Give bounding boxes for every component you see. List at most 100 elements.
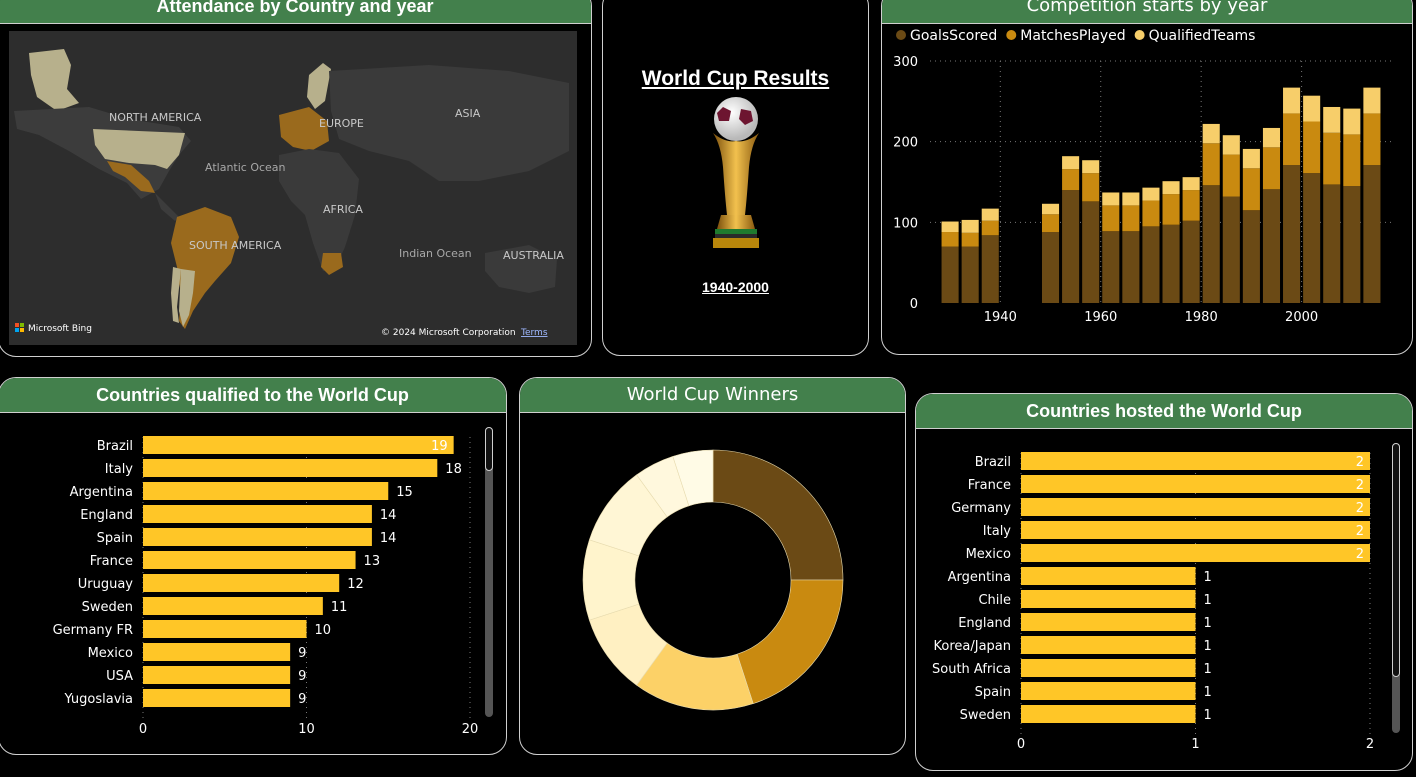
bar-Germany FR[interactable] (143, 620, 307, 638)
bar-GoalsScored-1990[interactable] (1242, 210, 1260, 303)
donut-slice-7[interactable] (672, 449, 714, 507)
bar-GoalsScored-2002[interactable] (1303, 173, 1321, 303)
bar-GoalsScored-1934[interactable] (961, 246, 979, 303)
bar-Spain[interactable] (143, 528, 372, 546)
bar-GoalsScored-1962[interactable] (1102, 231, 1120, 303)
bar-Brazil[interactable] (1021, 452, 1370, 470)
bar-GoalsScored-2006[interactable] (1323, 184, 1341, 303)
bar-MatchesPlayed-1958[interactable] (1082, 173, 1100, 202)
bar-Italy[interactable] (143, 459, 438, 477)
hosted-scroll-thumb[interactable] (1392, 443, 1400, 677)
legend-marker-2[interactable] (1134, 30, 1145, 40)
donut-slice-0[interactable] (712, 449, 844, 581)
map-scandinavia[interactable] (307, 63, 331, 109)
qualified-scroll-thumb[interactable] (485, 427, 493, 471)
bar-QualifiedTeams-1974[interactable] (1162, 181, 1180, 195)
bar-QualifiedTeams-2010[interactable] (1343, 108, 1361, 135)
bar-MatchesPlayed-1990[interactable] (1242, 168, 1260, 211)
bar-QualifiedTeams-1934[interactable] (961, 219, 979, 233)
map-terms-link[interactable]: Terms (520, 328, 548, 338)
bar-GoalsScored-1966[interactable] (1122, 231, 1140, 303)
bar-QualifiedTeams-1938[interactable] (981, 208, 999, 221)
bar-Argentina[interactable] (143, 482, 389, 500)
map-chile[interactable] (171, 267, 181, 323)
bar-MatchesPlayed-1934[interactable] (961, 232, 979, 247)
bar-GoalsScored-2010[interactable] (1343, 186, 1361, 303)
bar-Sweden[interactable] (143, 597, 323, 615)
bar-QualifiedTeams-1958[interactable] (1082, 160, 1100, 174)
bar-Spain[interactable] (1021, 682, 1196, 700)
world-map[interactable]: NORTH AMERICA EUROPE ASIA Atlantic Ocean… (9, 31, 577, 345)
bar-MatchesPlayed-1994[interactable] (1262, 147, 1281, 190)
bar-QualifiedTeams-1998[interactable] (1283, 87, 1301, 114)
bar-GoalsScored-1950[interactable] (1041, 232, 1060, 303)
bar-MatchesPlayed-1970[interactable] (1142, 200, 1160, 227)
map-europe-west[interactable] (279, 107, 329, 151)
legend-marker-1[interactable] (1006, 30, 1017, 40)
bar-MatchesPlayed-2002[interactable] (1303, 121, 1321, 174)
bar-GoalsScored-1998[interactable] (1283, 165, 1301, 303)
bar-MatchesPlayed-2010[interactable] (1343, 134, 1361, 187)
bar-Mexico[interactable] (143, 643, 291, 661)
bar-Uruguay[interactable] (143, 574, 340, 592)
bar-GoalsScored-1938[interactable] (981, 235, 999, 303)
bar-GoalsScored-1958[interactable] (1082, 201, 1100, 303)
legend-label-1[interactable]: MatchesPlayed (1020, 28, 1125, 44)
bar-QualifiedTeams-1978[interactable] (1182, 177, 1200, 191)
bar-QualifiedTeams-2006[interactable] (1323, 106, 1341, 133)
bar-GoalsScored-1982[interactable] (1202, 185, 1220, 303)
map-south-africa[interactable] (321, 253, 343, 275)
bar-MatchesPlayed-1978[interactable] (1182, 190, 1200, 221)
bar-GoalsScored-1986[interactable] (1222, 196, 1240, 303)
bar-QualifiedTeams-1966[interactable] (1122, 192, 1140, 206)
bar-QualifiedTeams-2014[interactable] (1363, 87, 1381, 114)
bar-QualifiedTeams-2002[interactable] (1303, 95, 1321, 122)
bar-Chile[interactable] (1021, 590, 1196, 608)
bar-France[interactable] (143, 551, 356, 569)
bar-MatchesPlayed-1974[interactable] (1162, 194, 1180, 225)
bar-QualifiedTeams-1982[interactable] (1202, 123, 1220, 144)
bar-France[interactable] (1021, 475, 1370, 493)
bar-QualifiedTeams-1990[interactable] (1242, 148, 1260, 169)
bar-GoalsScored-2014[interactable] (1363, 165, 1381, 303)
bar-GoalsScored-1978[interactable] (1182, 220, 1200, 303)
bar-USA[interactable] (143, 666, 291, 684)
bar-QualifiedTeams-1994[interactable] (1262, 127, 1281, 148)
legend-label-2[interactable]: QualifiedTeams (1149, 28, 1256, 44)
hosted-scrollbar[interactable] (1392, 443, 1400, 733)
bar-MatchesPlayed-1930[interactable] (941, 232, 959, 247)
bar-Korea/Japan[interactable] (1021, 636, 1196, 654)
bar-QualifiedTeams-1950[interactable] (1041, 203, 1060, 215)
bar-QualifiedTeams-1962[interactable] (1102, 192, 1120, 206)
bar-QualifiedTeams-1954[interactable] (1062, 156, 1080, 170)
bar-MatchesPlayed-1998[interactable] (1283, 113, 1301, 166)
bar-MatchesPlayed-2006[interactable] (1323, 132, 1341, 185)
bar-Sweden[interactable] (1021, 705, 1196, 723)
bar-Brazil[interactable] (143, 436, 454, 454)
bar-QualifiedTeams-1986[interactable] (1222, 135, 1240, 155)
bar-MatchesPlayed-2014[interactable] (1363, 113, 1381, 166)
bar-MatchesPlayed-1966[interactable] (1122, 205, 1140, 232)
bar-South Africa[interactable] (1021, 659, 1196, 677)
legend-label-0[interactable]: GoalsScored (910, 28, 997, 44)
bar-QualifiedTeams-1970[interactable] (1142, 187, 1160, 201)
map-argentina[interactable] (179, 269, 195, 327)
bar-GoalsScored-1994[interactable] (1262, 189, 1281, 303)
qualified-scrollbar[interactable] (485, 427, 493, 717)
legend-marker-0[interactable] (896, 30, 906, 40)
bar-MatchesPlayed-1938[interactable] (981, 220, 999, 236)
bar-England[interactable] (143, 505, 372, 523)
bar-MatchesPlayed-1954[interactable] (1062, 169, 1080, 191)
bar-GoalsScored-1954[interactable] (1062, 190, 1080, 303)
bar-Italy[interactable] (1021, 521, 1370, 539)
bar-Yugoslavia[interactable] (143, 689, 291, 707)
donut-slice-1[interactable] (736, 579, 844, 705)
map-mexico[interactable] (107, 161, 155, 193)
bar-MatchesPlayed-1986[interactable] (1222, 154, 1240, 197)
bar-MatchesPlayed-1950[interactable] (1041, 214, 1060, 233)
bar-GoalsScored-1974[interactable] (1162, 224, 1180, 303)
bar-MatchesPlayed-1962[interactable] (1102, 205, 1120, 232)
map-usa[interactable] (93, 129, 185, 169)
bar-England[interactable] (1021, 613, 1196, 631)
bar-Germany[interactable] (1021, 498, 1370, 516)
